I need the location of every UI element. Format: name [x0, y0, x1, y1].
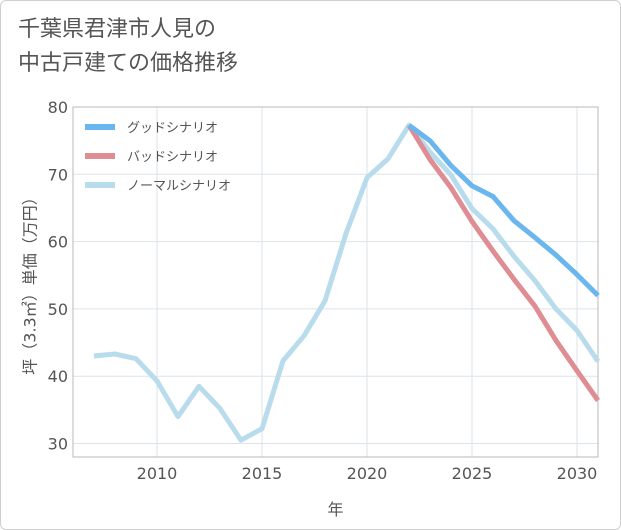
y-axis-title: 坪（3.3㎡）単価（万円） — [21, 189, 40, 374]
y-tick-label: 60 — [48, 233, 68, 252]
x-tick-label: 2015 — [242, 464, 283, 483]
plot-area — [72, 106, 599, 458]
series-line-0 — [407, 123, 600, 298]
chart-title: 千葉県君津市人見の 中古戸建ての価格推移 — [18, 13, 238, 81]
y-tick-label: 70 — [48, 165, 68, 184]
y-axis: 30 40 50 60 70 80 — [48, 98, 68, 454]
x-tick-label: 2010 — [137, 464, 178, 483]
y-tick-label: 80 — [48, 98, 68, 117]
chart-title-line-2: 中古戸建ての価格推移 — [18, 51, 239, 76]
series-line-2 — [93, 122, 601, 443]
x-axis-title: 年 — [327, 500, 343, 519]
legend-label: ノーマルシナリオ — [127, 179, 231, 194]
legend-label: バッドシナリオ — [127, 150, 218, 165]
y-tick-label: 50 — [48, 300, 68, 319]
x-tick-label: 2020 — [347, 464, 388, 483]
series-lines — [93, 122, 601, 443]
legend-label: グッドシナリオ — [127, 121, 218, 136]
x-axis: 2010 2015 2020 2025 2030 — [137, 464, 598, 483]
y-tick-label: 30 — [48, 435, 68, 454]
series-line-1 — [406, 123, 601, 402]
y-tick-label: 40 — [48, 367, 68, 386]
x-tick-label: 2025 — [452, 464, 493, 483]
x-tick-label: 2030 — [557, 464, 598, 483]
chart-title-line-1: 千葉県君津市人見の — [18, 17, 217, 42]
